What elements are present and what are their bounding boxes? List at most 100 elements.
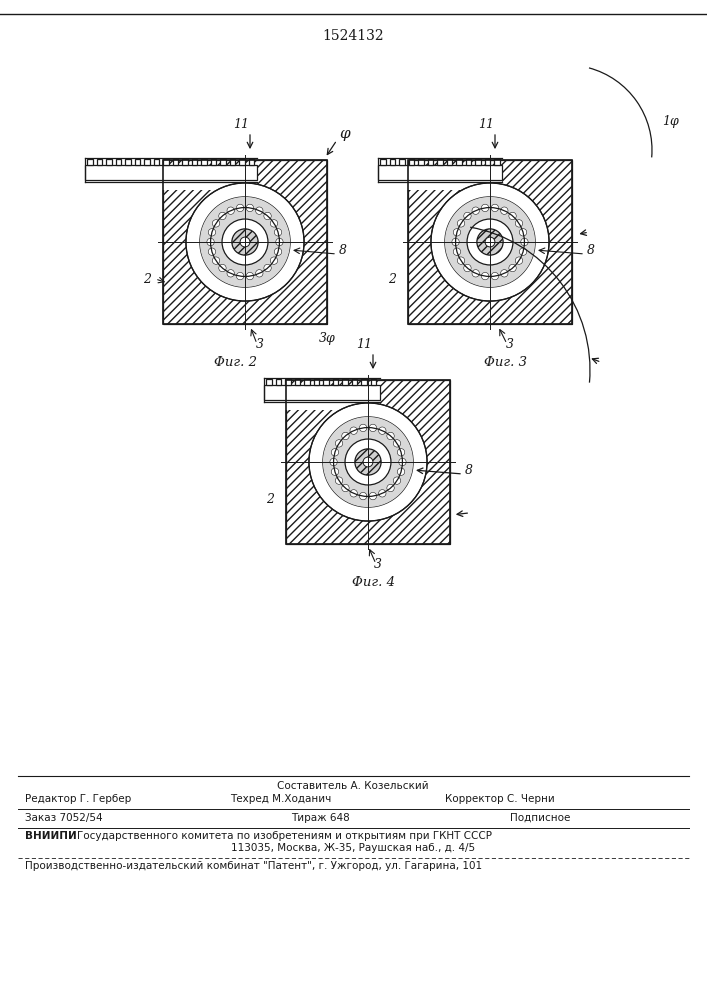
Bar [408,160,572,324]
Text: 3φ: 3φ [319,332,335,345]
Bar [201,159,206,165]
Bar [106,159,112,165]
Text: Φиг. 3: Φиг. 3 [484,356,527,369]
Circle shape [359,492,367,500]
Text: Техред М.Ходанич: Техред М.Ходанич [230,794,332,804]
Circle shape [393,440,401,447]
Bar [378,165,502,180]
Bar [409,159,414,165]
Bar [239,159,245,165]
Circle shape [200,197,290,287]
Circle shape [200,197,290,287]
Bar [211,159,216,165]
Circle shape [379,427,386,434]
Circle shape [218,264,226,272]
Bar [380,159,385,165]
Circle shape [379,490,386,497]
Bar [437,159,443,165]
Circle shape [359,424,367,432]
Circle shape [520,229,527,236]
Text: Редактор Г. Гербер: Редактор Г. Гербер [25,794,132,804]
Bar [192,159,197,165]
Text: 11: 11 [233,118,249,131]
Circle shape [207,238,214,246]
Text: 11: 11 [478,118,494,131]
Circle shape [472,270,479,277]
Bar [408,160,572,324]
Circle shape [491,272,498,280]
Circle shape [472,207,479,214]
Circle shape [387,432,395,440]
Bar [264,385,380,400]
Circle shape [335,477,343,484]
Circle shape [399,458,406,466]
Circle shape [276,238,283,246]
Circle shape [393,477,401,484]
Circle shape [509,264,516,272]
Bar [182,159,187,165]
Text: 113035, Москва, Ж-35, Раушская наб., д. 4/5: 113035, Москва, Ж-35, Раушская наб., д. … [231,843,475,853]
Bar [465,159,471,165]
Bar [163,159,168,165]
Circle shape [270,220,278,227]
Bar [323,379,329,385]
Circle shape [274,248,281,255]
Circle shape [387,484,395,492]
Circle shape [330,458,337,466]
Bar [85,165,257,190]
Circle shape [467,219,513,265]
Bar [125,159,131,165]
Bar [475,159,481,165]
Circle shape [323,417,413,507]
Circle shape [457,220,464,227]
Text: Производственно-издательский комбинат "Патент", г. Ужгород, ул. Гагарина, 101: Производственно-издательский комбинат "П… [25,861,482,871]
Circle shape [464,212,471,220]
Circle shape [227,207,235,214]
Text: Составитель А. Козельский: Составитель А. Козельский [277,781,429,791]
Bar [378,165,502,190]
Text: 8: 8 [465,464,473,477]
Bar [163,160,327,324]
Bar [220,159,226,165]
Circle shape [477,229,503,255]
Bar [304,379,310,385]
Bar [447,159,452,165]
Circle shape [345,439,391,485]
Text: 3: 3 [506,338,514,351]
Bar [276,379,281,385]
Bar [87,159,93,165]
Circle shape [481,272,489,280]
Text: ВНИИПИ: ВНИИПИ [25,831,77,841]
Circle shape [355,449,381,475]
Circle shape [445,197,535,287]
Bar [285,379,291,385]
Circle shape [209,248,216,255]
Bar [484,159,490,165]
Circle shape [323,417,413,507]
Circle shape [341,484,349,492]
Text: Государственного комитета по изобретениям и открытиям при ГКНТ СССР: Государственного комитета по изобретения… [77,831,492,841]
Bar [370,379,376,385]
Circle shape [236,204,244,212]
Circle shape [453,229,461,236]
Circle shape [397,468,404,475]
Circle shape [236,272,244,280]
Circle shape [209,229,216,236]
Bar [418,159,423,165]
Bar [264,385,380,410]
Bar [115,159,121,165]
Circle shape [274,229,281,236]
Circle shape [222,219,268,265]
Circle shape [350,490,357,497]
Bar [85,165,257,180]
Text: φ: φ [339,127,350,141]
Circle shape [520,248,527,255]
Bar [286,380,450,544]
Bar [173,159,178,165]
Circle shape [232,229,258,255]
Text: Подписное: Подписное [510,813,571,823]
Circle shape [335,440,343,447]
Text: Тираж 648: Тираж 648 [291,813,349,823]
Bar [361,379,366,385]
Text: 8: 8 [587,244,595,257]
